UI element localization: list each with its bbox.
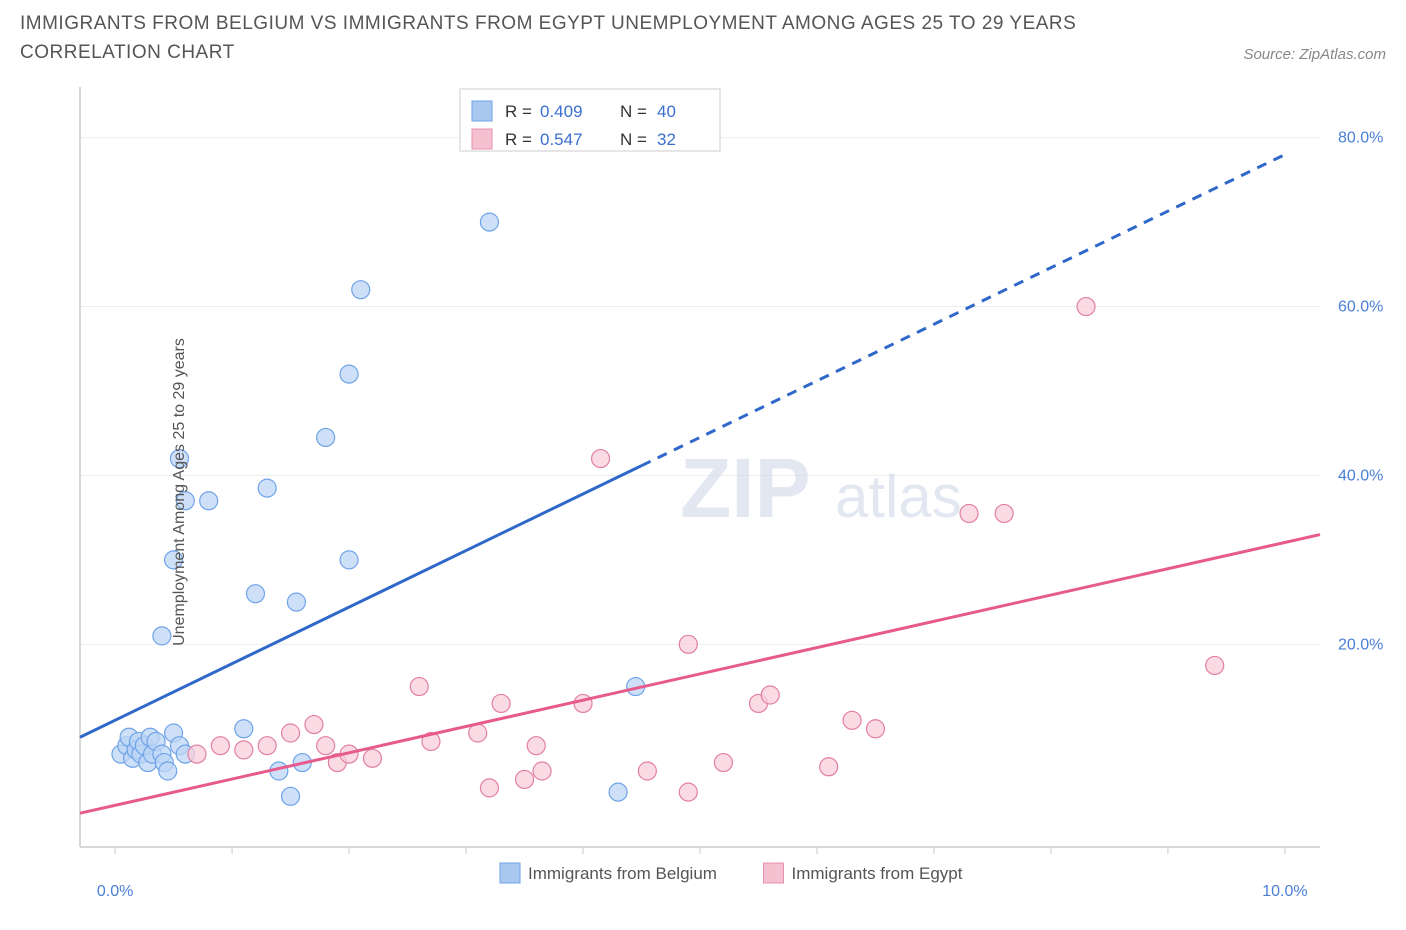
- y-axis-label: Unemployment Among Ages 25 to 29 years: [171, 338, 189, 646]
- svg-text:0.0%: 0.0%: [97, 883, 133, 900]
- svg-text:80.0%: 80.0%: [1338, 130, 1383, 147]
- source-label: Source: ZipAtlas.com: [1243, 46, 1386, 67]
- chart-container: Unemployment Among Ages 25 to 29 years 2…: [20, 77, 1386, 907]
- scatter-chart: 20.0% 40.0% 60.0% 80.0% 0.0% 10.0% ZIP atlas R =…: [20, 77, 1386, 907]
- svg-text:ZIP: ZIP: [680, 441, 811, 535]
- svg-text:Immigrants from Egypt: Immigrants from Egypt: [792, 864, 963, 883]
- svg-text:N =: N =: [620, 102, 647, 121]
- svg-text:atlas: atlas: [835, 463, 962, 530]
- svg-text:R =: R =: [505, 102, 532, 121]
- svg-text:R =: R =: [505, 130, 532, 149]
- svg-text:Immigrants from Belgium: Immigrants from Belgium: [528, 864, 717, 883]
- svg-text:40: 40: [657, 102, 676, 121]
- svg-text:40.0%: 40.0%: [1338, 467, 1383, 484]
- svg-text:0.409: 0.409: [540, 102, 583, 121]
- svg-text:20.0%: 20.0%: [1338, 636, 1383, 653]
- svg-text:N =: N =: [620, 130, 647, 149]
- svg-text:32: 32: [657, 130, 676, 149]
- svg-text:0.547: 0.547: [540, 130, 583, 149]
- chart-title: IMMIGRANTS FROM BELGIUM VS IMMIGRANTS FR…: [20, 10, 1120, 67]
- svg-text:60.0%: 60.0%: [1338, 299, 1383, 316]
- svg-text:10.0%: 10.0%: [1262, 883, 1307, 900]
